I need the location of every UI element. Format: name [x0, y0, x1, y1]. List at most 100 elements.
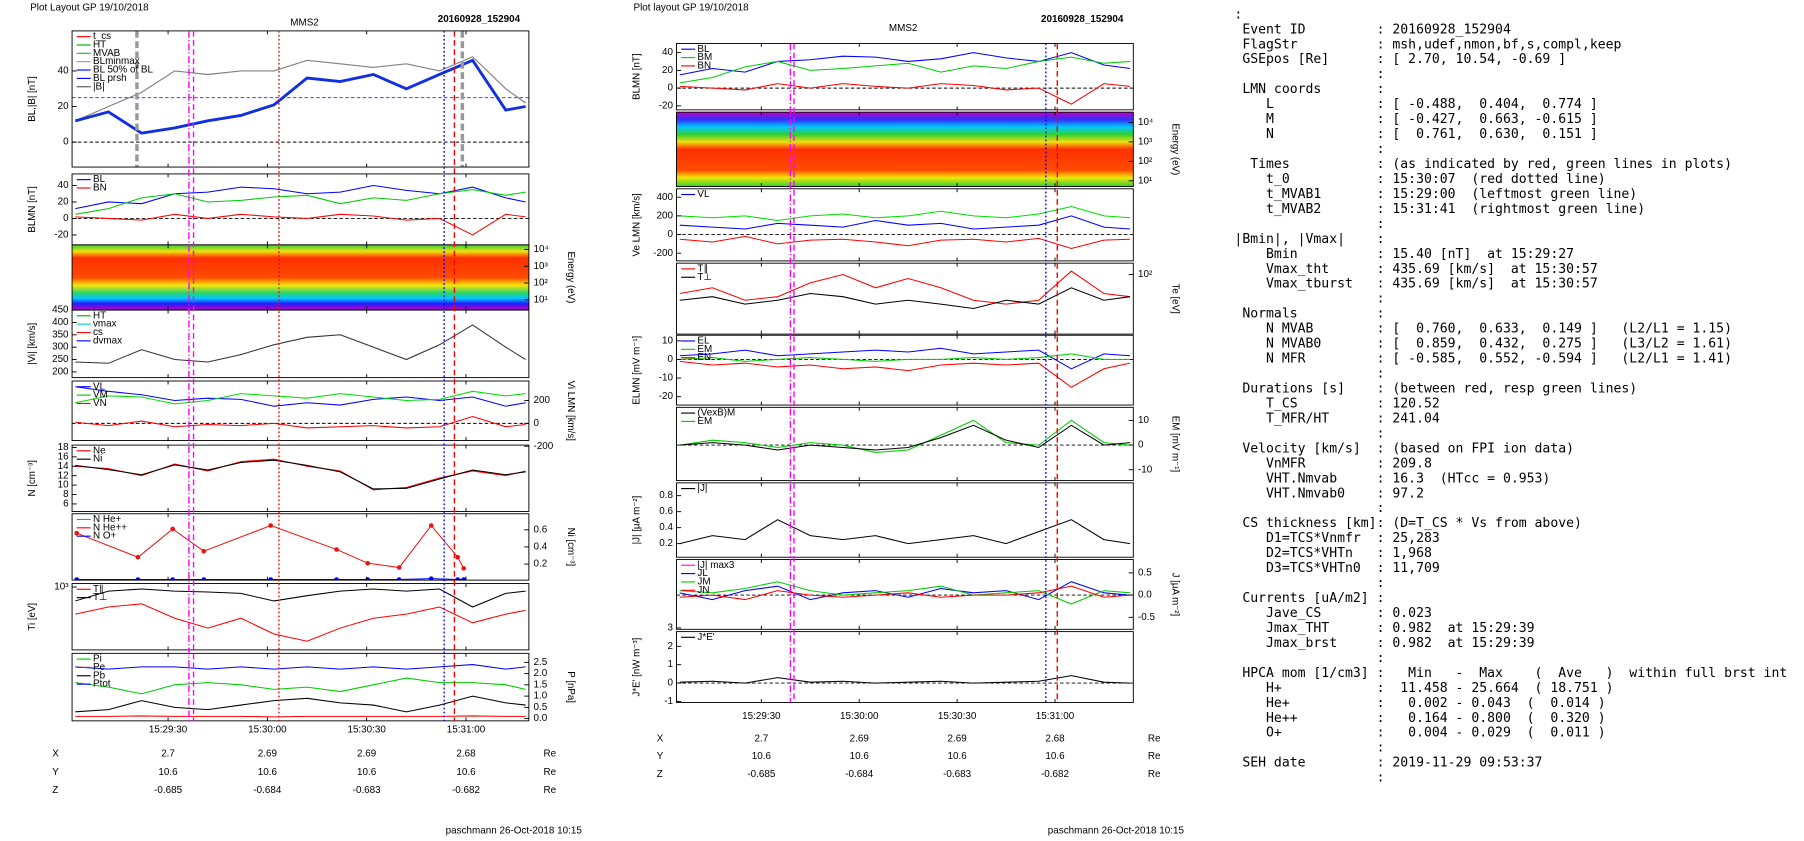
panel-plot-area — [676, 675, 1134, 684]
y-tick-label: 0 — [63, 213, 69, 224]
info-line: t_MVAB2 : 15:31:41 (rightmost green line… — [1234, 202, 1645, 217]
plot-header: Plot layout GP 19/10/2018 — [633, 3, 749, 14]
y-tick-label: 350 — [52, 329, 69, 340]
data-line — [679, 235, 1131, 250]
legend-label: EM — [697, 416, 712, 427]
data-line — [75, 415, 526, 429]
y-axis-label: Ni [cm⁻³] — [565, 528, 576, 567]
data-line — [679, 581, 1131, 605]
y-tick-label: 300 — [52, 342, 69, 353]
plot-title: MMS2 — [290, 18, 319, 29]
legend-label: EM — [697, 344, 712, 355]
panel: 10¹ 10² 10³ 10⁴ Energy (eV) — [71, 244, 576, 311]
data-line — [75, 386, 526, 407]
data-line — [679, 353, 1131, 362]
data-line — [679, 675, 1131, 684]
y-axis-label: Energy (eV) — [1170, 123, 1181, 175]
data-line — [76, 578, 464, 581]
legend-label: Pe — [93, 662, 106, 673]
info-line: D3=TCS*VHTn0 : 11,709 — [1234, 561, 1439, 576]
position-value: -0.683 — [353, 785, 382, 796]
position-value: -0.685 — [747, 769, 776, 780]
legend-label: EN — [697, 352, 711, 363]
legend-label: VN — [93, 398, 107, 409]
panel-plot-area — [75, 458, 526, 491]
y-tick-label: 8 — [63, 489, 69, 500]
info-line: VHT.Nmvab0 : 97.2 — [1234, 486, 1424, 501]
position-value: 10.6 — [947, 751, 967, 762]
info-line: Jmax_brst : 0.982 at 15:29:39 — [1234, 636, 1534, 651]
legend-label: Ne — [93, 445, 106, 456]
data-line — [75, 715, 526, 718]
y-tick-label: 10 — [58, 480, 70, 491]
y-tick-label: 10¹ — [534, 294, 549, 305]
info-line: |Bmin|, |Vmax| : — [1234, 232, 1384, 247]
y-tick-label: 0.6 — [534, 524, 548, 535]
y-tick-label: 10² — [534, 278, 549, 289]
info-line: He+ : 0.002 - 0.043 ( 0.014 ) — [1234, 696, 1605, 711]
panel: 10³ Ti [eV] T∥T⊥ — [27, 582, 530, 651]
y-tick-label: 10³ — [54, 582, 69, 593]
position-unit: Re — [1148, 734, 1161, 745]
info-line: FlagStr : msh,udef,nmon,bf,s,compl,keep — [1234, 37, 1621, 52]
panel-plot-area — [676, 581, 1134, 605]
position-value: -0.684 — [253, 785, 282, 796]
legend-label: J*E' — [697, 632, 714, 643]
panel-frame — [676, 43, 1134, 111]
legend-label: T⊥ — [697, 272, 712, 283]
y-tick-label: 200 — [657, 211, 674, 222]
panel-frame — [676, 111, 1134, 187]
position-value: 2.7 — [754, 734, 768, 745]
info-line: : — [1234, 67, 1384, 82]
legend-label: (VexB)M — [697, 408, 735, 419]
panel-frame — [676, 406, 1134, 482]
panel-frame — [71, 652, 530, 722]
panel-frame — [71, 444, 530, 512]
y-tick-label: 10 — [662, 335, 674, 346]
info-line: : — [1234, 367, 1384, 382]
panel-frame — [71, 309, 530, 379]
y-tick-label: 10² — [1138, 269, 1153, 280]
y-tick-label: 10⁴ — [1138, 117, 1153, 128]
legend-label: VL — [697, 189, 710, 200]
footer: paschmann 26-Oct-2018 10:15 — [1048, 825, 1185, 836]
y-tick-label: -20 — [659, 100, 674, 111]
panel-frame — [71, 380, 530, 441]
x-tick-label: 15:30:30 — [347, 725, 386, 736]
panel-frame — [71, 173, 530, 246]
panel-frame — [676, 482, 1134, 558]
legend-label: t_cs — [93, 31, 111, 42]
panel-frame — [71, 583, 530, 651]
y-tick-label: 0.4 — [659, 522, 673, 533]
position-value: 2.69 — [357, 749, 376, 760]
data-line — [679, 270, 1131, 305]
legend-label: Ni — [93, 454, 102, 465]
y-axis-label: BLMN [nT] — [27, 186, 38, 233]
data-point — [461, 566, 466, 571]
y-tick-label: 20 — [58, 101, 70, 112]
position-unit: Re — [1148, 769, 1161, 780]
y-tick-label: 0 — [668, 354, 674, 365]
data-line — [679, 205, 1131, 222]
legend-label: |J| max3 — [697, 560, 735, 571]
panel-plot-area — [75, 588, 526, 642]
y-tick-label: 0 — [668, 678, 674, 689]
y-axis-label: |J| [μA m⁻²] — [632, 495, 643, 544]
y-axis-label: Ti [eV] — [27, 603, 38, 631]
y-tick-label: 10 — [1138, 415, 1150, 426]
x-tick-label: 15:30:30 — [938, 711, 977, 722]
y-tick-label: 0 — [534, 418, 540, 429]
position-value: -0.682 — [1041, 769, 1069, 780]
info-line: : — [1234, 217, 1384, 232]
info-line: D1=TCS*Vnmfr : 25,283 — [1234, 531, 1439, 546]
data-line — [75, 324, 526, 364]
spectrogram — [676, 112, 1134, 187]
legend-label: Ptot — [93, 679, 111, 690]
plot-title: MMS2 — [889, 23, 918, 34]
info-line: LMN coords : — [1234, 82, 1384, 97]
legend-label: BL 50% of BL — [93, 65, 154, 76]
info-line: O+ : 0.004 - 0.029 ( 0.011 ) — [1234, 726, 1605, 741]
